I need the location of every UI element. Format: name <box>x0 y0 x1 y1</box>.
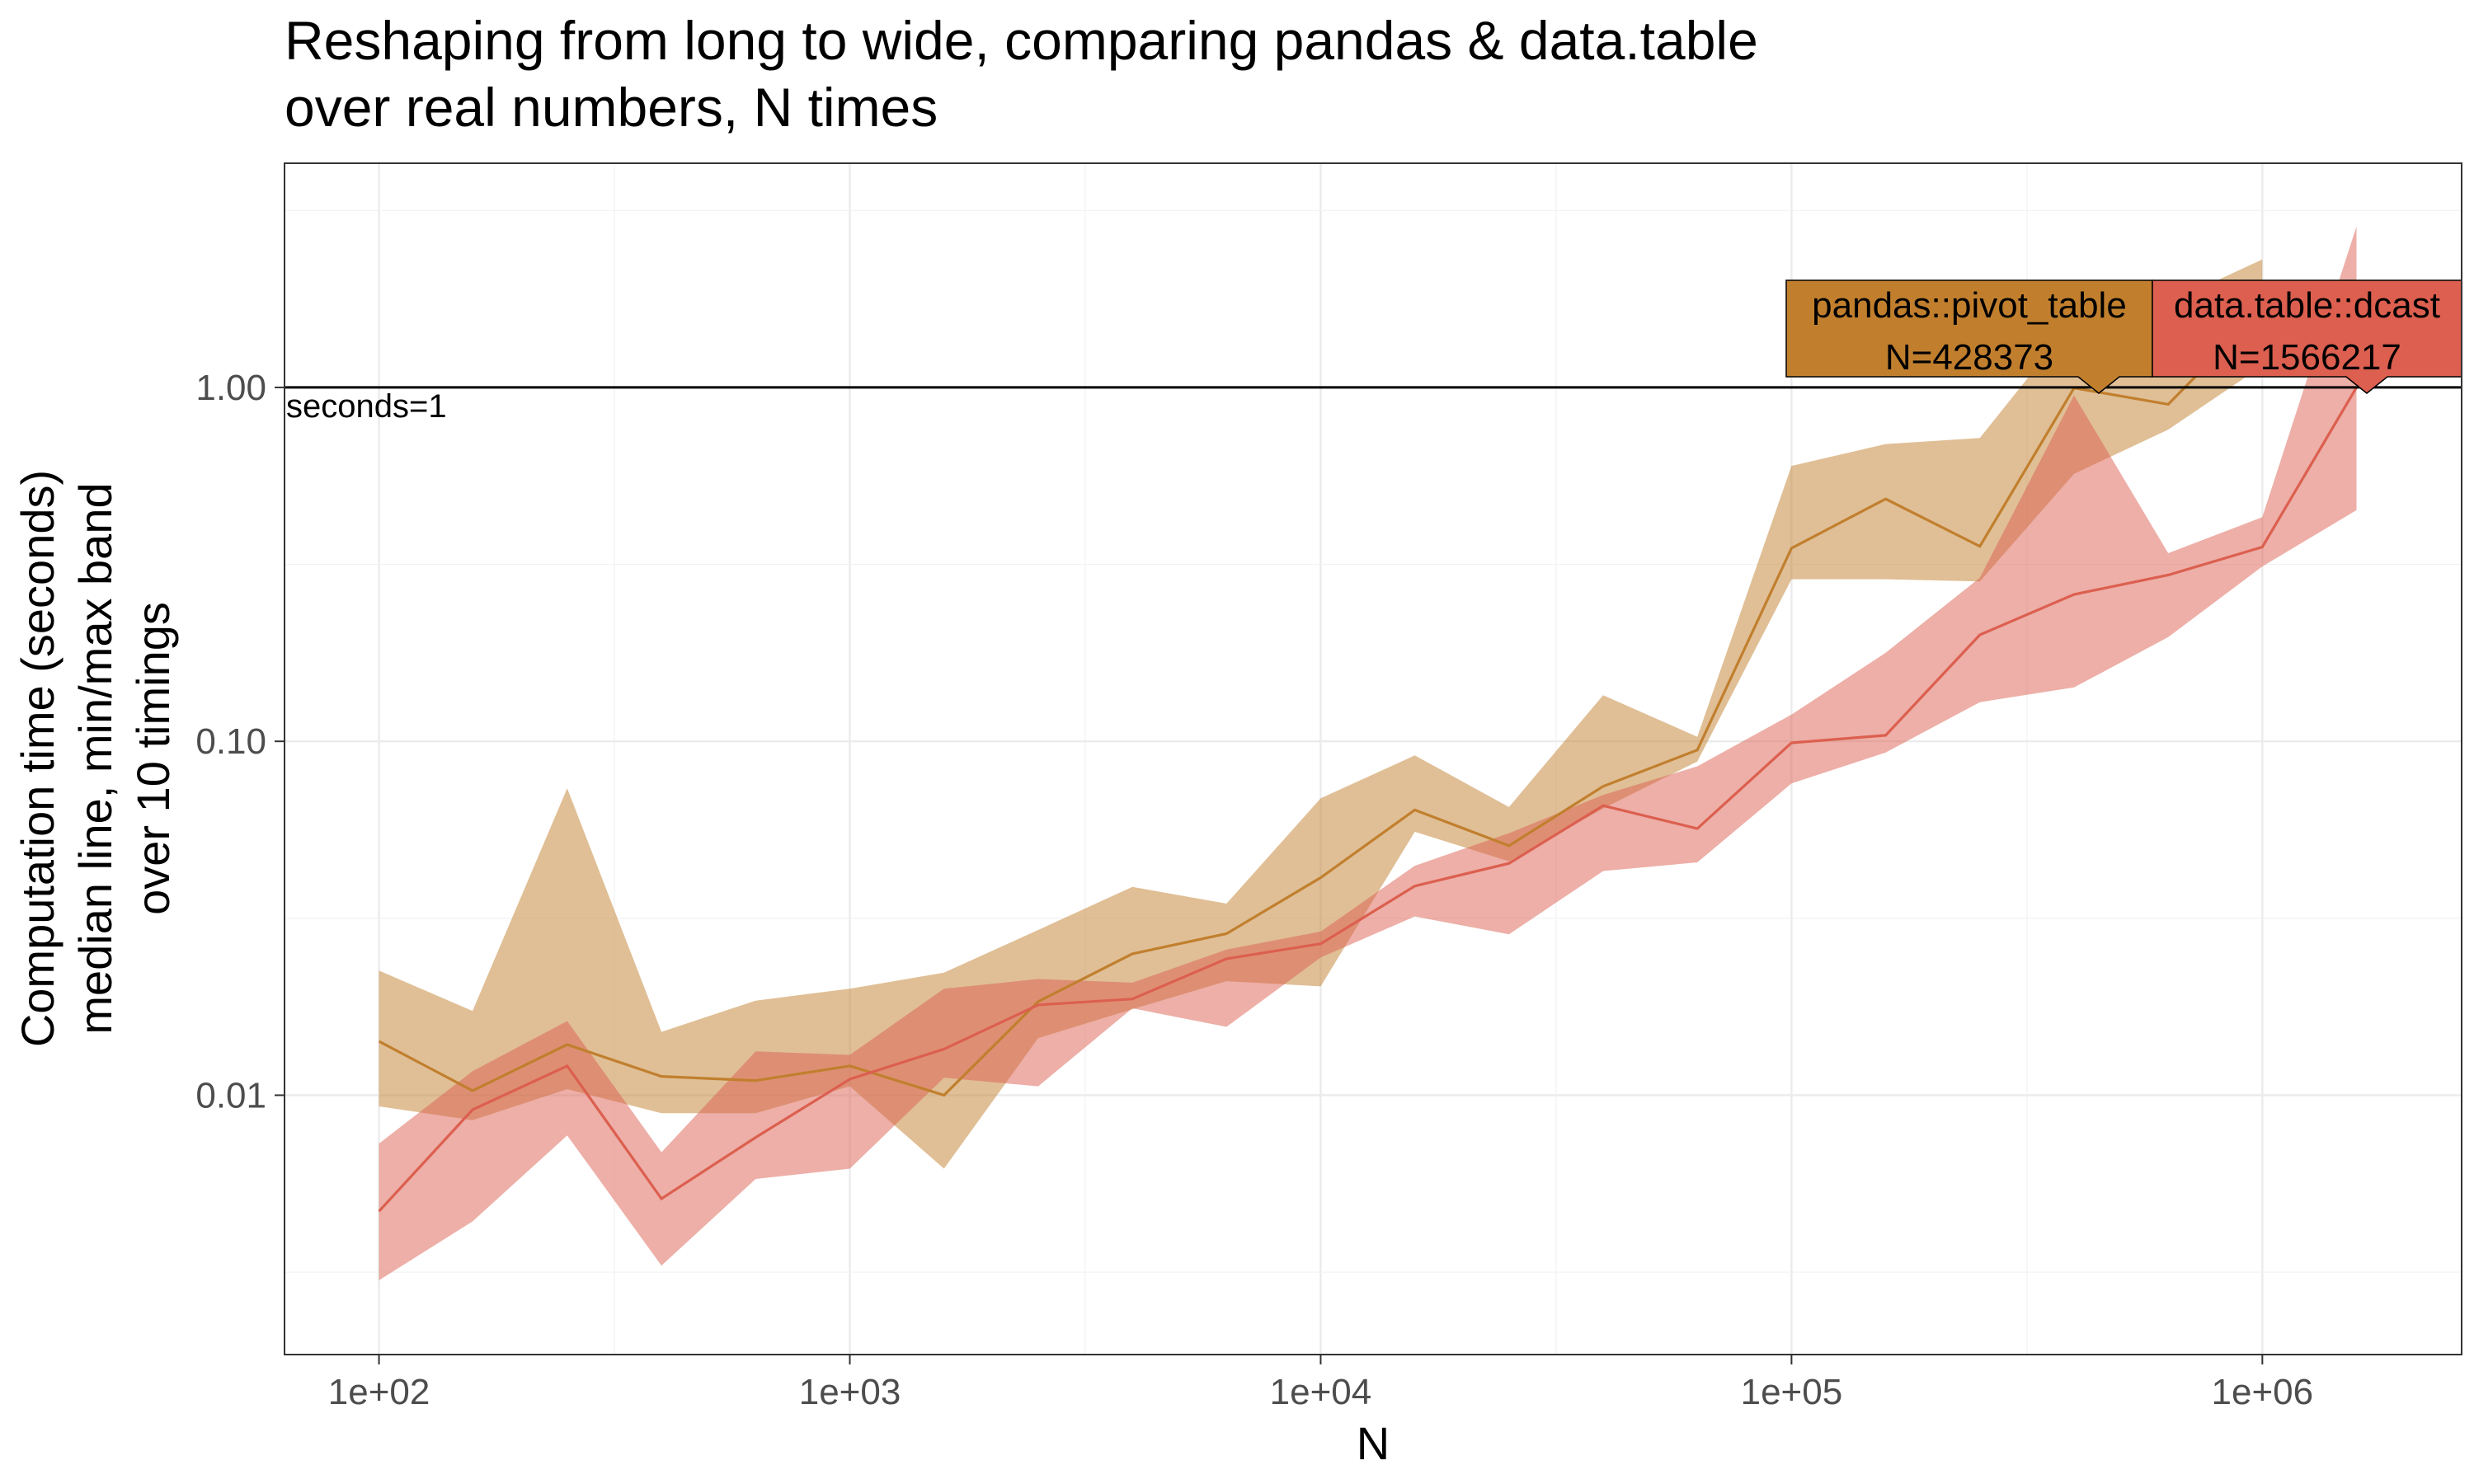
median-lines <box>378 308 2358 1213</box>
y-axis-title-line2: median line, min/max band <box>69 482 121 1034</box>
y-tick-label: 0.10 <box>195 721 266 762</box>
y-tick-label: 1.00 <box>195 368 266 408</box>
y-axis-title-line1: Computation time (seconds) <box>12 470 63 1047</box>
chart-title-line2: over real numbers, N times <box>285 77 938 138</box>
median-line-datatable <box>378 387 2358 1213</box>
series-callouts: pandas::pivot_tableN=428373data.table::d… <box>1785 279 2462 394</box>
x-tick-label: 1e+02 <box>328 1372 430 1412</box>
x-tick-label: 1e+03 <box>799 1372 901 1412</box>
callout-name: data.table::dcast <box>2174 285 2440 326</box>
median-line-pandas <box>378 308 2264 1097</box>
y-tick-label: 0.01 <box>195 1075 266 1115</box>
x-axis-ticks: 1e+02 1e+03 1e+04 1e+05 1e+06 <box>328 1355 2313 1412</box>
band-pandas <box>379 259 2263 1169</box>
callout-n: N=428373 <box>1885 337 2053 378</box>
y-axis-title-line3: over 10 timings <box>127 602 179 915</box>
x-tick-label: 1e+06 <box>2212 1372 2314 1412</box>
y-axis-title: Computation time (seconds) median line, … <box>12 470 179 1047</box>
x-tick-label: 1e+04 <box>1270 1372 1372 1412</box>
x-tick-label: 1e+05 <box>1741 1372 1843 1412</box>
y-axis-ticks: 0.01 0.10 1.00 <box>195 368 285 1115</box>
callout-name: pandas::pivot_table <box>1812 285 2127 326</box>
chart-title-line1: Reshaping from long to wide, comparing p… <box>285 10 1758 71</box>
reference-line-label: seconds=1 <box>286 388 447 425</box>
reference-line: seconds=1 <box>285 386 2462 425</box>
plot-border <box>284 162 2462 1355</box>
x-axis-title: N <box>1357 1417 1390 1469</box>
min-max-bands <box>379 226 2357 1280</box>
callout-n: N=1566217 <box>2213 337 2401 378</box>
